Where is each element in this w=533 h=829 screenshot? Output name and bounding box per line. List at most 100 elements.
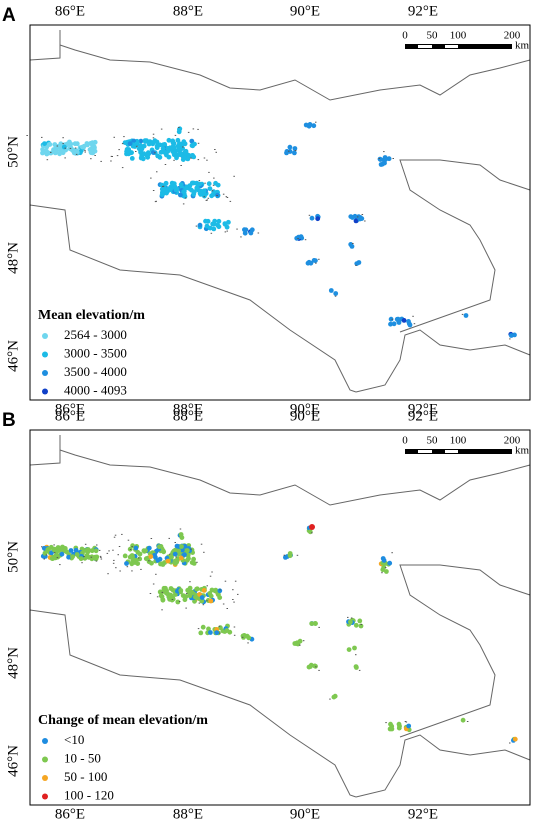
glacier-speck xyxy=(318,626,320,628)
scale-bar xyxy=(405,44,512,49)
glacier xyxy=(164,590,169,596)
glacier-speck xyxy=(216,195,218,196)
glacier xyxy=(138,143,143,148)
glacier xyxy=(152,552,157,558)
glacier xyxy=(240,633,246,639)
glacier-speck xyxy=(383,151,385,153)
glacier xyxy=(140,156,146,162)
legend-label: 10 - 50 xyxy=(64,750,101,765)
glacier-speck xyxy=(90,556,93,558)
glacier xyxy=(333,291,339,296)
glacier xyxy=(60,546,65,552)
glacier-speck xyxy=(200,543,203,545)
glacier-speck xyxy=(356,216,359,218)
glacier xyxy=(207,225,213,231)
glacier-speck xyxy=(208,171,210,173)
scale-label: 100 xyxy=(450,30,467,42)
glacier xyxy=(46,142,52,147)
glacier-speck xyxy=(59,564,61,566)
glacier-speck xyxy=(160,128,163,130)
glacier xyxy=(165,186,171,192)
glacier xyxy=(194,185,200,191)
glacier xyxy=(182,552,187,558)
glacier-speck xyxy=(241,636,244,638)
legend-title: Change of mean elevation/m xyxy=(38,713,208,728)
glacier-speck xyxy=(237,593,239,595)
glacier-speck xyxy=(114,534,117,536)
glacier xyxy=(380,567,386,573)
glacier xyxy=(350,215,355,220)
glacier-speck xyxy=(185,593,188,595)
glacier xyxy=(358,623,364,629)
glacier xyxy=(309,524,315,530)
glacier xyxy=(66,554,71,560)
glacier xyxy=(186,153,192,158)
glacier-speck xyxy=(211,571,213,573)
glacier-speck xyxy=(53,544,55,546)
glacier-speck xyxy=(187,131,190,133)
legend-title: Mean elevation/m xyxy=(38,308,145,323)
glacier-speck xyxy=(412,315,414,317)
glacier xyxy=(211,189,217,195)
glacier-speck xyxy=(174,542,176,543)
glacier-speck xyxy=(299,644,301,646)
glacier-speck xyxy=(190,548,192,550)
glacier xyxy=(381,558,387,563)
legend-label: 4000 - 4093 xyxy=(64,382,127,397)
glacier-speck xyxy=(361,214,364,215)
glacier-speck xyxy=(94,155,96,156)
glacier xyxy=(180,157,186,163)
legend-swatch xyxy=(42,351,48,358)
glacier xyxy=(308,260,314,266)
glacier xyxy=(166,154,172,160)
glacier-speck xyxy=(155,573,157,575)
glacier xyxy=(227,629,233,635)
glacier xyxy=(378,157,383,162)
glacier-speck xyxy=(190,157,192,159)
glacier-speck xyxy=(206,199,208,201)
glacier xyxy=(183,150,188,156)
glacier xyxy=(64,141,70,147)
glacier xyxy=(222,221,228,227)
glacier-speck xyxy=(100,558,103,560)
map-panel: A 86°E 86°E 88°E 88°E 90°E 90°E 92°E 92°E 50°N 48°… xyxy=(2,3,531,417)
scale-bar-white xyxy=(445,45,458,48)
legend-label: 3500 - 4000 xyxy=(64,364,127,379)
glacier-speck xyxy=(288,150,290,152)
glacier-speck xyxy=(121,143,124,145)
glacier xyxy=(311,123,317,129)
glacier-speck xyxy=(53,552,56,554)
glacier-speck xyxy=(347,616,349,618)
glacier xyxy=(184,548,190,553)
glacier-speck xyxy=(236,228,238,230)
map-frame xyxy=(29,429,531,806)
glacier-speck xyxy=(118,546,121,547)
lon-label-bottom: 92°E xyxy=(408,401,438,417)
glacier-speck xyxy=(302,640,305,642)
glacier-speck xyxy=(364,220,366,222)
glacier xyxy=(199,595,205,600)
glacier xyxy=(508,333,514,338)
scale-bar-white xyxy=(445,450,458,453)
glacier-speck xyxy=(152,133,155,135)
glacier-speck xyxy=(110,155,113,157)
glacier-speck xyxy=(161,591,164,593)
glacier xyxy=(191,191,197,197)
panel-label: A xyxy=(2,5,16,26)
glacier-speck xyxy=(112,562,115,564)
glacier-speck xyxy=(334,295,337,297)
scale-label: 200 xyxy=(504,435,521,447)
lon-label-top: 90°E xyxy=(290,408,320,424)
glacier-speck xyxy=(229,200,232,202)
scale-bar-white xyxy=(418,45,432,48)
scale-label: 0 xyxy=(402,30,408,42)
glacier xyxy=(287,144,293,150)
glacier-speck xyxy=(121,533,123,535)
glacier xyxy=(154,139,160,145)
glacier-speck xyxy=(69,147,72,149)
glacier xyxy=(178,182,184,188)
glacier-speck xyxy=(113,559,115,561)
glacier-speck xyxy=(173,159,175,161)
glacier xyxy=(353,218,359,224)
glacier xyxy=(197,181,203,187)
